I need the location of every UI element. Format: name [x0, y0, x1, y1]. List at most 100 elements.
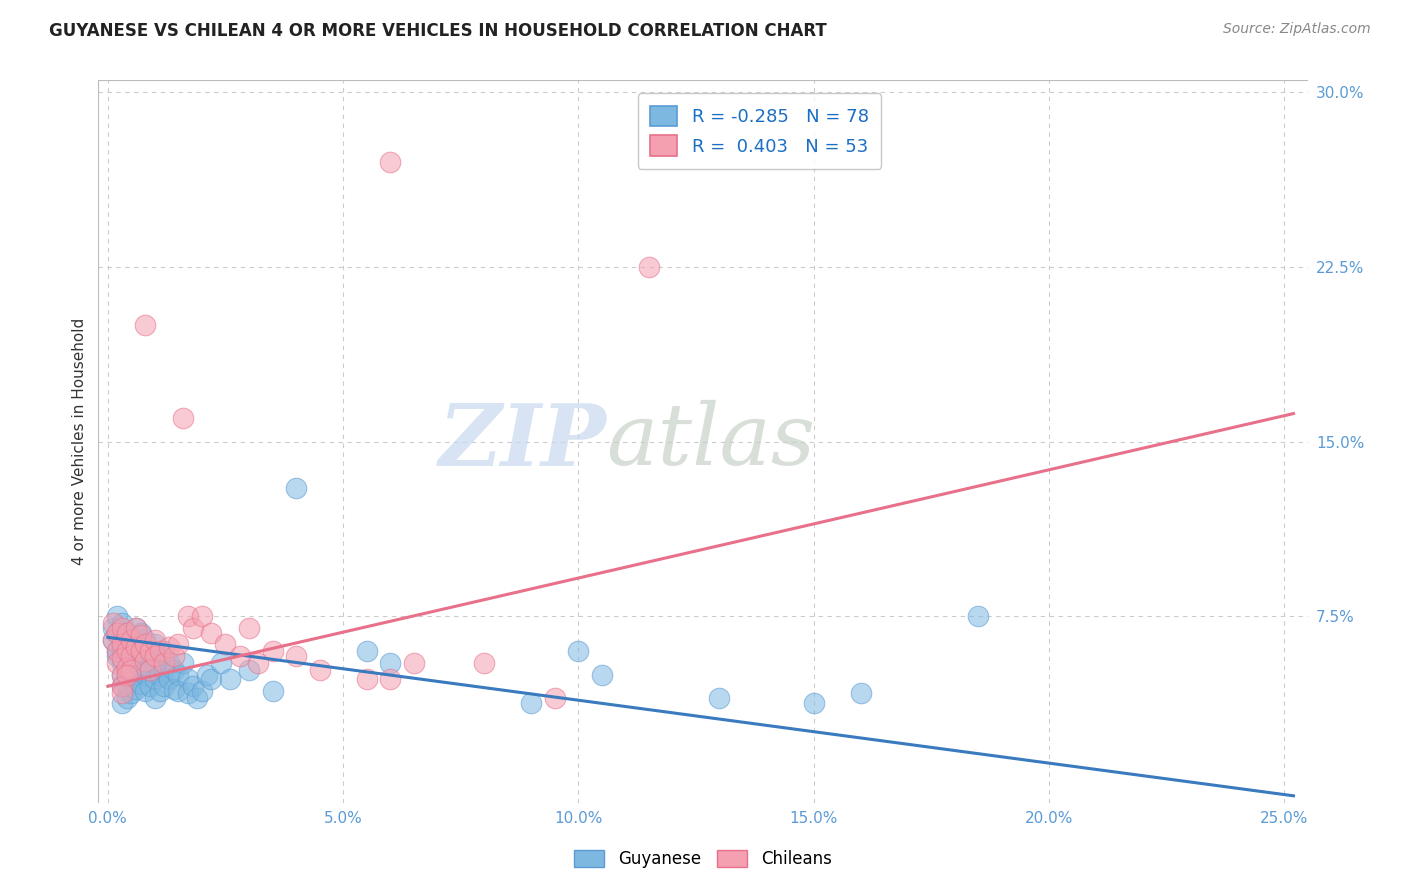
- Point: [567, 644, 589, 658]
- Point: [167, 684, 190, 698]
- Point: [143, 632, 166, 647]
- Point: [262, 644, 284, 658]
- Point: [247, 656, 270, 670]
- Point: [111, 679, 134, 693]
- Point: [149, 684, 172, 698]
- Point: [195, 667, 218, 681]
- Point: [111, 656, 134, 670]
- Point: [125, 648, 148, 663]
- Point: [115, 690, 138, 705]
- Point: [125, 637, 148, 651]
- Point: [111, 686, 134, 700]
- Point: [105, 648, 128, 663]
- Point: [167, 637, 190, 651]
- Point: [591, 667, 613, 681]
- Point: [157, 656, 180, 670]
- Point: [115, 651, 138, 665]
- Point: [163, 663, 186, 677]
- Point: [139, 663, 162, 677]
- Point: [120, 648, 142, 663]
- Point: [356, 673, 378, 687]
- Point: [139, 679, 162, 693]
- Point: [149, 651, 172, 665]
- Point: [177, 673, 200, 687]
- Point: [163, 681, 186, 696]
- Point: [520, 696, 543, 710]
- Point: [186, 690, 208, 705]
- Legend: R = -0.285   N = 78, R =  0.403   N = 53: R = -0.285 N = 78, R = 0.403 N = 53: [637, 93, 882, 169]
- Point: [356, 644, 378, 658]
- Point: [163, 648, 186, 663]
- Point: [153, 644, 176, 658]
- Point: [120, 644, 142, 658]
- Point: [638, 260, 661, 274]
- Point: [143, 690, 166, 705]
- Point: [709, 690, 731, 705]
- Point: [101, 632, 124, 647]
- Point: [134, 632, 156, 647]
- Point: [101, 632, 124, 647]
- Point: [219, 673, 242, 687]
- Point: [134, 637, 156, 651]
- Point: [209, 656, 232, 670]
- Point: [111, 644, 134, 658]
- Point: [129, 644, 152, 658]
- Text: ZIP: ZIP: [439, 400, 606, 483]
- Point: [111, 667, 134, 681]
- Point: [285, 648, 308, 663]
- Point: [134, 654, 156, 668]
- Point: [129, 644, 152, 658]
- Point: [139, 644, 162, 658]
- Point: [105, 644, 128, 658]
- Point: [228, 648, 250, 663]
- Point: [967, 609, 990, 624]
- Point: [172, 411, 194, 425]
- Point: [285, 481, 308, 495]
- Point: [111, 679, 134, 693]
- Point: [111, 637, 134, 651]
- Point: [378, 673, 401, 687]
- Point: [238, 621, 260, 635]
- Point: [129, 625, 152, 640]
- Point: [308, 663, 330, 677]
- Point: [139, 660, 162, 674]
- Point: [120, 632, 142, 647]
- Point: [111, 667, 134, 681]
- Point: [120, 656, 142, 670]
- Point: [125, 621, 148, 635]
- Point: [214, 637, 236, 651]
- Point: [125, 681, 148, 696]
- Point: [111, 696, 134, 710]
- Point: [472, 656, 495, 670]
- Point: [134, 648, 156, 663]
- Point: [129, 660, 152, 674]
- Point: [134, 318, 156, 332]
- Point: [105, 625, 128, 640]
- Point: [125, 640, 148, 654]
- Point: [149, 667, 172, 681]
- Point: [200, 625, 222, 640]
- Point: [177, 609, 200, 624]
- Point: [803, 696, 825, 710]
- Point: [111, 651, 134, 665]
- Point: [167, 667, 190, 681]
- Point: [105, 644, 128, 658]
- Point: [172, 656, 194, 670]
- Point: [105, 656, 128, 670]
- Point: [402, 656, 425, 670]
- Text: GUYANESE VS CHILEAN 4 OR MORE VEHICLES IN HOUSEHOLD CORRELATION CHART: GUYANESE VS CHILEAN 4 OR MORE VEHICLES I…: [49, 22, 827, 40]
- Point: [115, 660, 138, 674]
- Legend: Guyanese, Chileans: Guyanese, Chileans: [568, 843, 838, 875]
- Point: [120, 673, 142, 687]
- Point: [129, 677, 152, 691]
- Point: [143, 673, 166, 687]
- Point: [101, 621, 124, 635]
- Point: [238, 663, 260, 677]
- Point: [153, 656, 176, 670]
- Point: [105, 625, 128, 640]
- Point: [111, 621, 134, 635]
- Point: [181, 679, 204, 693]
- Point: [134, 667, 156, 681]
- Point: [115, 679, 138, 693]
- Text: Source: ZipAtlas.com: Source: ZipAtlas.com: [1223, 22, 1371, 37]
